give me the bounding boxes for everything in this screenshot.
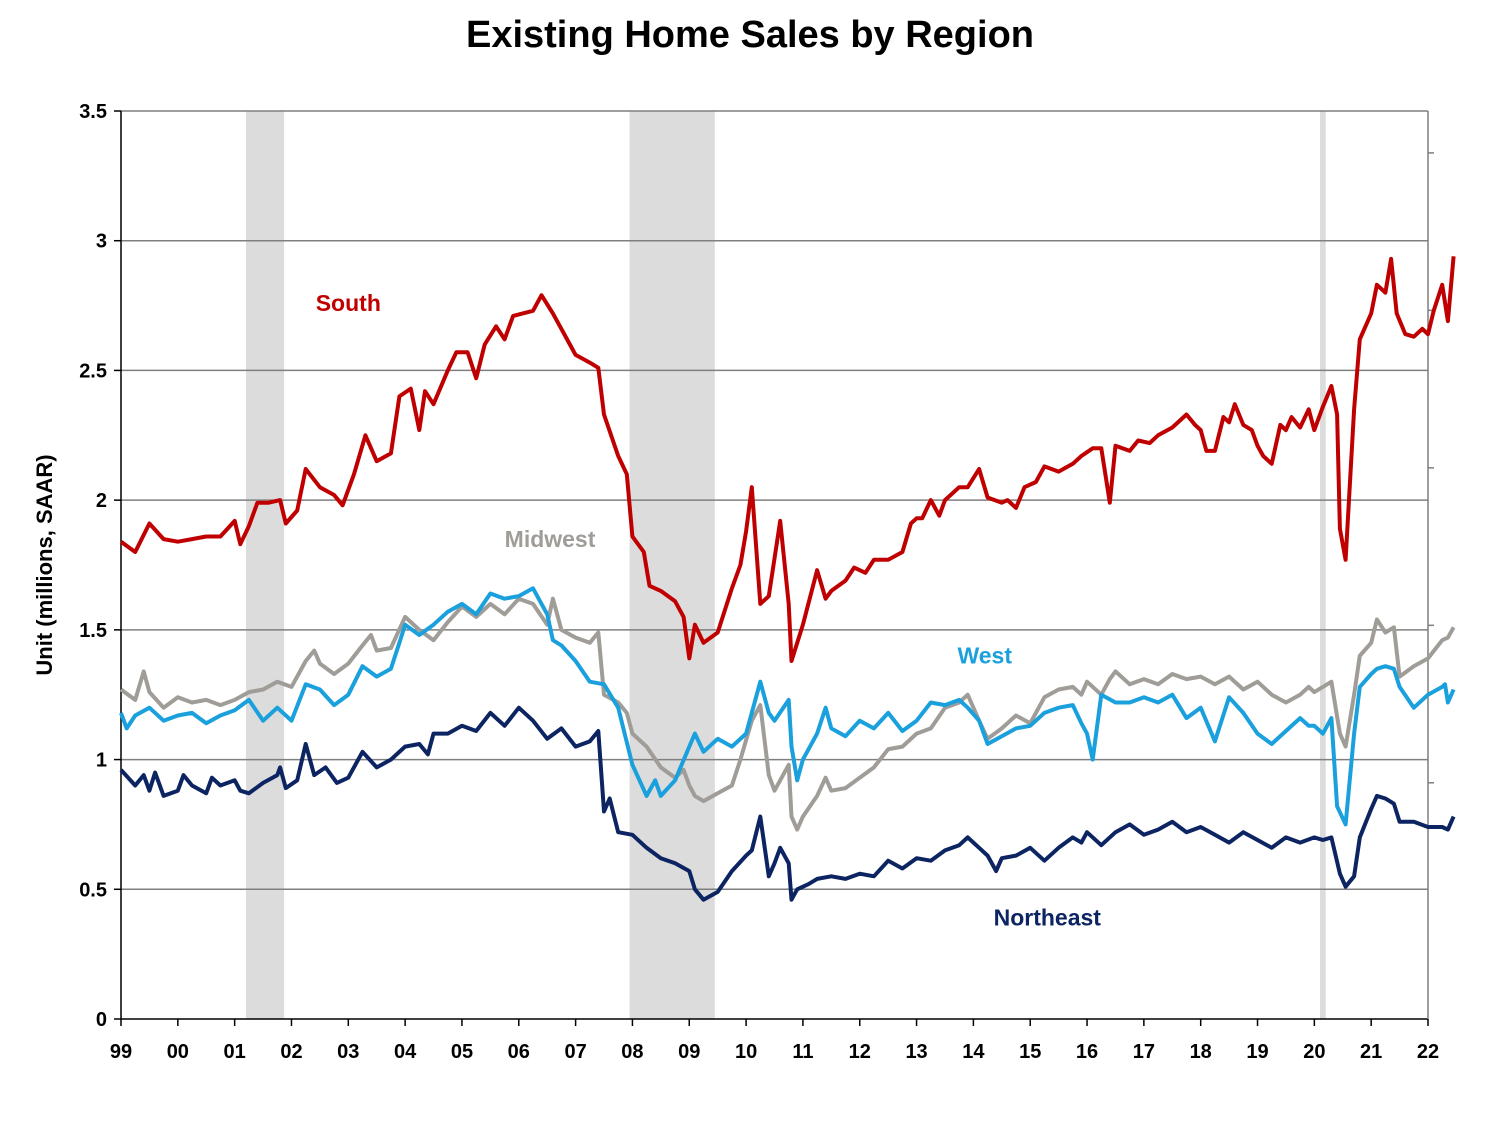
- series-line-west: [119, 586, 1456, 827]
- x-tick-label: 19: [1246, 1041, 1268, 1063]
- recession-band-1: [629, 111, 715, 1019]
- y-tick-label: 0.5: [79, 879, 107, 901]
- recession-shading: [246, 111, 1326, 1019]
- y-tick-label: 3: [96, 231, 107, 253]
- x-tick-label: 20: [1303, 1041, 1325, 1063]
- y-tick-label: 2.5: [79, 360, 107, 382]
- chart-title: Existing Home Sales by Region: [465, 14, 1035, 56]
- recession-band-2: [1320, 111, 1326, 1019]
- x-tick-label: 99: [110, 1041, 132, 1063]
- y-tick-label: 3.5: [79, 101, 107, 123]
- x-tick-label: 06: [508, 1041, 530, 1063]
- series-lines: [119, 256, 1456, 902]
- series-label-west: West: [957, 643, 1012, 669]
- x-tick-label: 12: [849, 1041, 871, 1063]
- x-tick-label: 00: [167, 1041, 189, 1063]
- series-line-midwest: [119, 596, 1456, 832]
- series-label-south: South: [316, 290, 381, 316]
- series-label-northeast: Northeast: [994, 905, 1102, 931]
- x-tick-label: 04: [394, 1041, 417, 1063]
- x-tick-label: 07: [564, 1041, 586, 1063]
- y-tick-label: 1: [96, 750, 107, 772]
- x-tick-label: 05: [451, 1041, 473, 1063]
- x-tick-label: 03: [337, 1041, 359, 1063]
- x-tick-label: 21: [1360, 1041, 1382, 1063]
- x-tick-label: 22: [1417, 1041, 1439, 1063]
- series-line-south: [119, 256, 1456, 663]
- x-tick-label: 15: [1019, 1041, 1041, 1063]
- x-tick-label: 14: [962, 1041, 985, 1063]
- y-tick-label: 0: [96, 1009, 107, 1031]
- x-tick-label: 01: [224, 1041, 246, 1063]
- x-tick-label: 17: [1133, 1041, 1155, 1063]
- x-tick-label: 16: [1076, 1041, 1098, 1063]
- series-label-midwest: Midwest: [505, 526, 596, 552]
- x-tick-label: 13: [905, 1041, 927, 1063]
- x-tick-label: 11: [792, 1041, 813, 1063]
- y-axis-label: Unit (millions, SAAR): [32, 454, 57, 675]
- x-tick-label: 10: [735, 1041, 757, 1063]
- axes: 0 0.5 1 1.5 2 2.5 3 3.5 99 00 01 02 03 04 05 06 07 08 09 10…: [79, 101, 1439, 1063]
- x-tick-label: 18: [1190, 1041, 1212, 1063]
- x-tick-label: 08: [621, 1041, 643, 1063]
- y-tick-label: 2: [96, 490, 107, 512]
- x-tick-label: 09: [678, 1041, 700, 1063]
- series-labels: South Midwest West Northeast: [316, 290, 1102, 931]
- y-tick-label: 1.5: [79, 620, 107, 642]
- x-tick-label: 02: [280, 1041, 302, 1063]
- series-line-northeast: [119, 705, 1456, 902]
- recession-band-0: [246, 111, 285, 1019]
